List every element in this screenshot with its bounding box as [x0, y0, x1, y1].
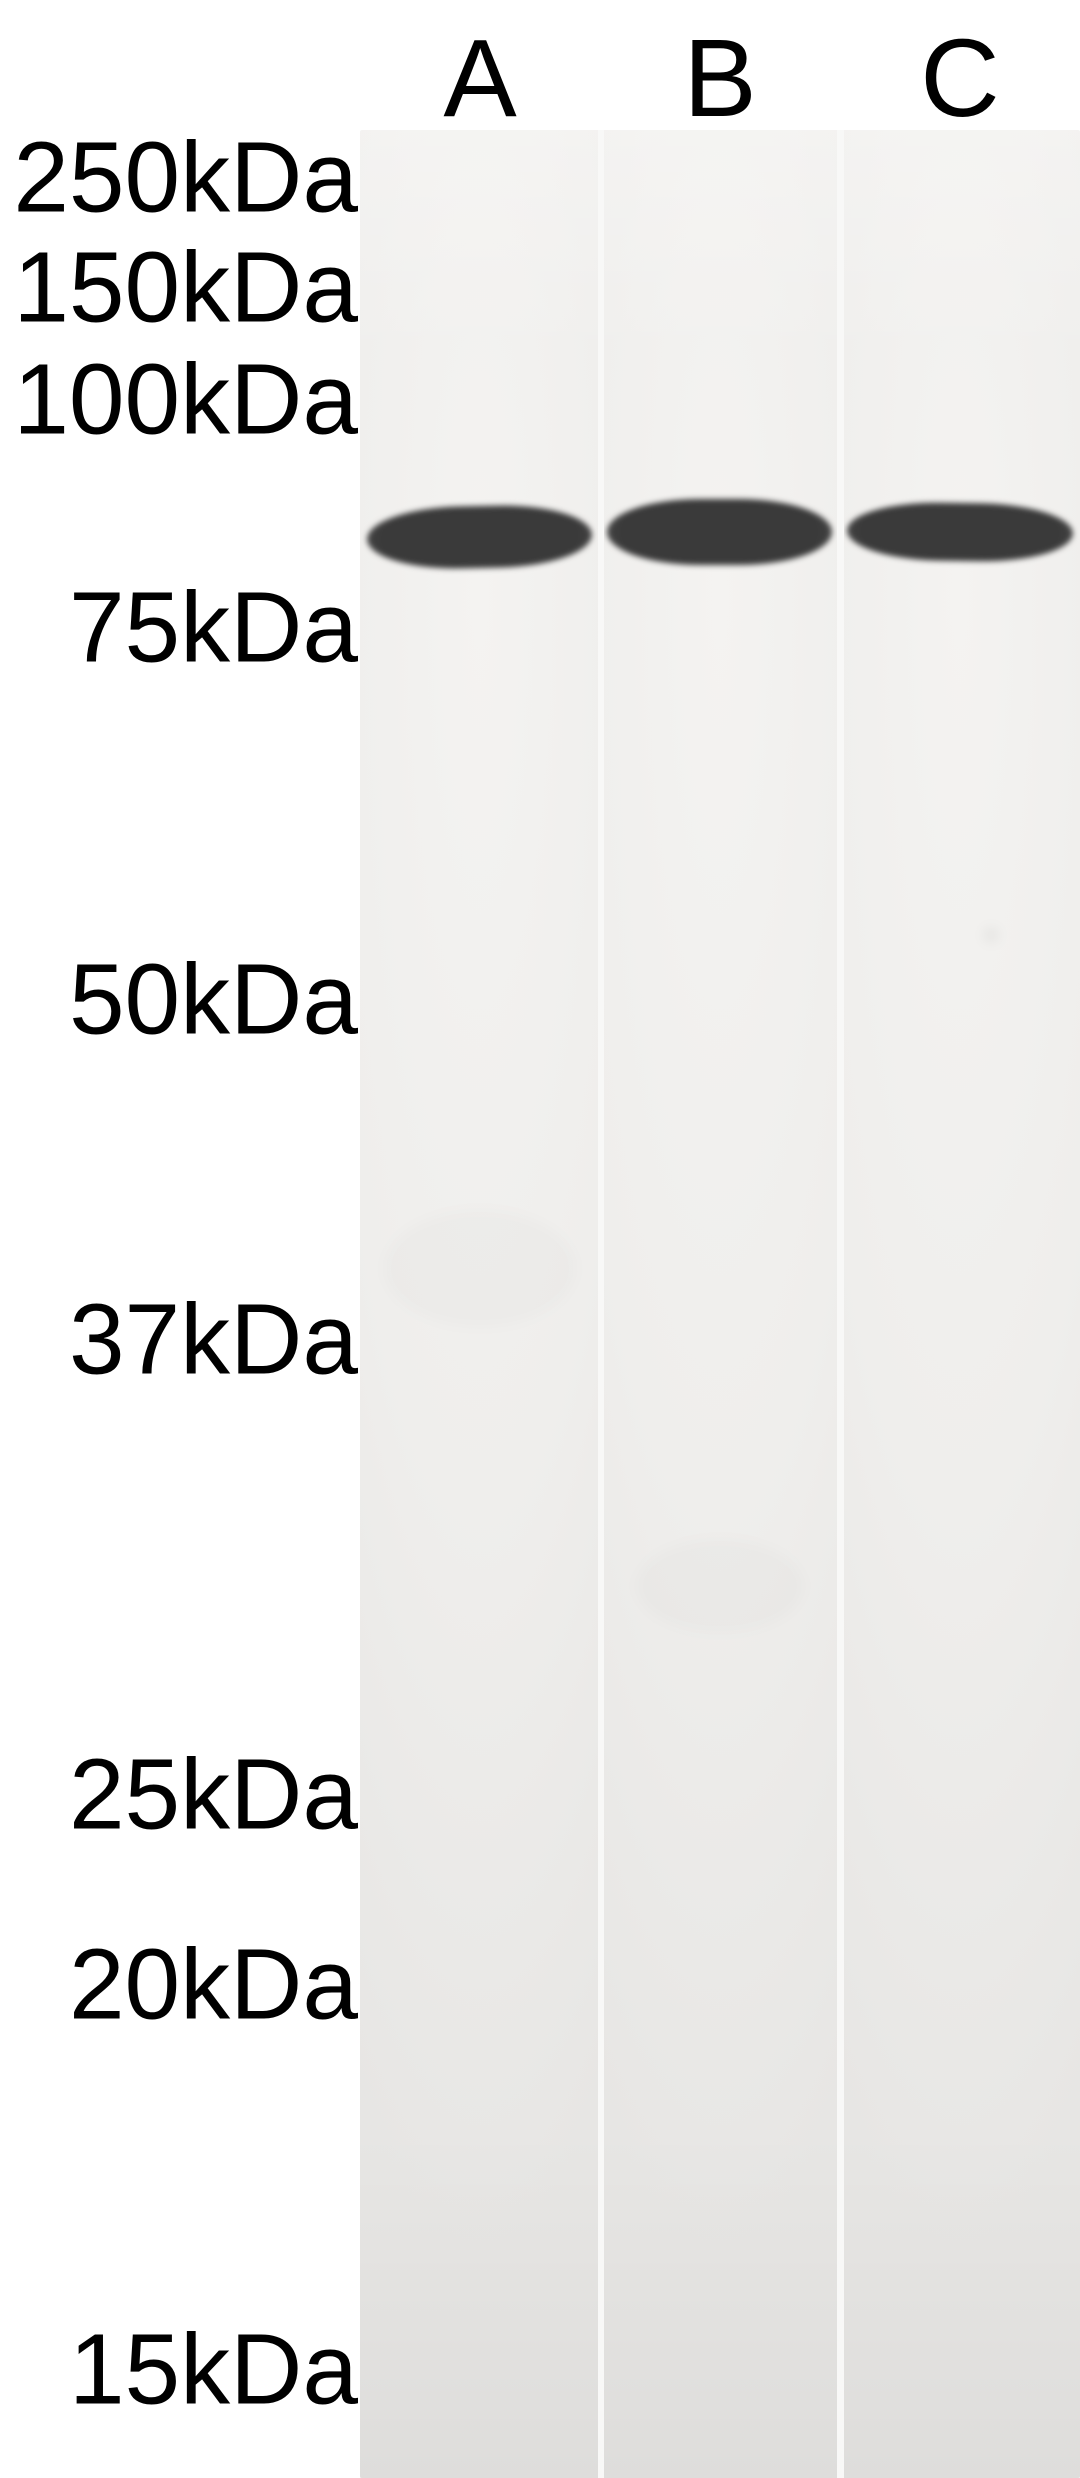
lane-b-grad: [600, 130, 840, 2478]
marker-label-250kda: 250kDa: [0, 121, 358, 236]
marker-label-37kda: 37kDa: [0, 1283, 358, 1398]
lane-a: [360, 130, 600, 2478]
marker-label-25kda: 25kDa: [0, 1738, 358, 1853]
lane-c: [840, 130, 1080, 2478]
western-blot-figure: A B C 250kDa 150kDa 100kDa 75kDa 50kDa 3…: [0, 0, 1080, 2478]
lane-b: [600, 130, 840, 2478]
marker-label-20kda: 20kDa: [0, 1928, 358, 2043]
marker-label-75kda: 75kDa: [0, 571, 358, 686]
lane-label-a: A: [443, 15, 516, 142]
lane-label-c: C: [920, 15, 999, 142]
marker-label-15kda: 15kDa: [0, 2313, 358, 2428]
lane-c-grad: [840, 130, 1080, 2478]
lane-separator-ab: [598, 130, 604, 2478]
lane-b-smudge-1: [636, 1539, 804, 1633]
lane-b-band: [607, 499, 832, 565]
lane-a-smudge-1: [384, 1210, 576, 1327]
marker-label-100kda: 100kDa: [0, 343, 358, 458]
blot-membrane: [360, 130, 1080, 2478]
marker-label-50kda: 50kDa: [0, 943, 358, 1058]
lane-label-b: B: [683, 15, 756, 142]
lane-separator-bc: [837, 130, 843, 2478]
marker-label-150kda: 150kDa: [0, 231, 358, 346]
